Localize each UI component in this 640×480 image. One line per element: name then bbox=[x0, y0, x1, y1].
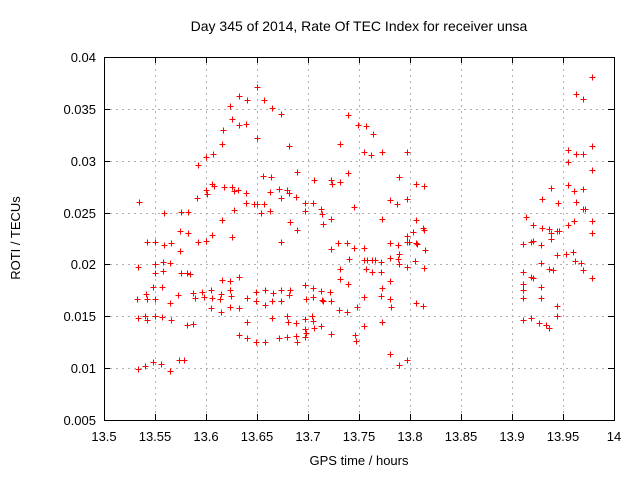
tick-labels: 13.5 13.55 13.6 13.65 13.7 13.75 13.8 13.85 13.9… bbox=[63, 50, 621, 444]
x-tick-label: 13.5 bbox=[91, 429, 116, 444]
x-tick-label: 14 bbox=[607, 429, 621, 444]
x-tick-label: 13.95 bbox=[547, 429, 580, 444]
x-axis-label: GPS time / hours bbox=[310, 453, 409, 468]
y-tick-label: 0.04 bbox=[71, 50, 96, 65]
x-tick-label: 13.8 bbox=[397, 429, 422, 444]
tick-marks bbox=[104, 57, 615, 421]
y-tick-label: 0.015 bbox=[63, 309, 96, 324]
x-tick-label: 13.65 bbox=[241, 429, 274, 444]
scatter-points bbox=[134, 74, 596, 375]
x-tick-label: 13.9 bbox=[499, 429, 524, 444]
grid-lines bbox=[104, 57, 614, 420]
chart-title: Day 345 of 2014, Rate Of TEC Index for r… bbox=[191, 18, 528, 34]
y-tick-label: 0.02 bbox=[71, 257, 96, 272]
x-tick-label: 13.75 bbox=[343, 429, 376, 444]
y-tick-label: 0.01 bbox=[71, 361, 96, 376]
x-tick-label: 13.85 bbox=[445, 429, 478, 444]
x-tick-label: 13.6 bbox=[193, 429, 218, 444]
y-tick-label: 0.03 bbox=[71, 154, 96, 169]
x-tick-label: 13.7 bbox=[295, 429, 320, 444]
y-tick-label: 0.005 bbox=[63, 413, 96, 428]
x-tick-label: 13.55 bbox=[139, 429, 172, 444]
y-tick-label: 0.025 bbox=[63, 206, 96, 221]
y-axis-label: ROTI / TECUs bbox=[8, 196, 23, 280]
y-tick-label: 0.035 bbox=[63, 102, 96, 117]
